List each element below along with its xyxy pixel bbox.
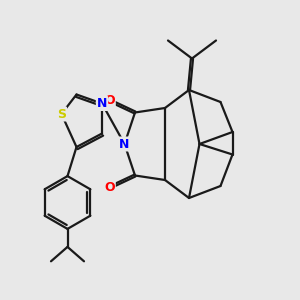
Text: N: N — [119, 137, 130, 151]
Text: O: O — [104, 181, 115, 194]
Text: O: O — [104, 94, 115, 107]
Text: N: N — [97, 97, 107, 110]
Text: S: S — [57, 107, 66, 121]
